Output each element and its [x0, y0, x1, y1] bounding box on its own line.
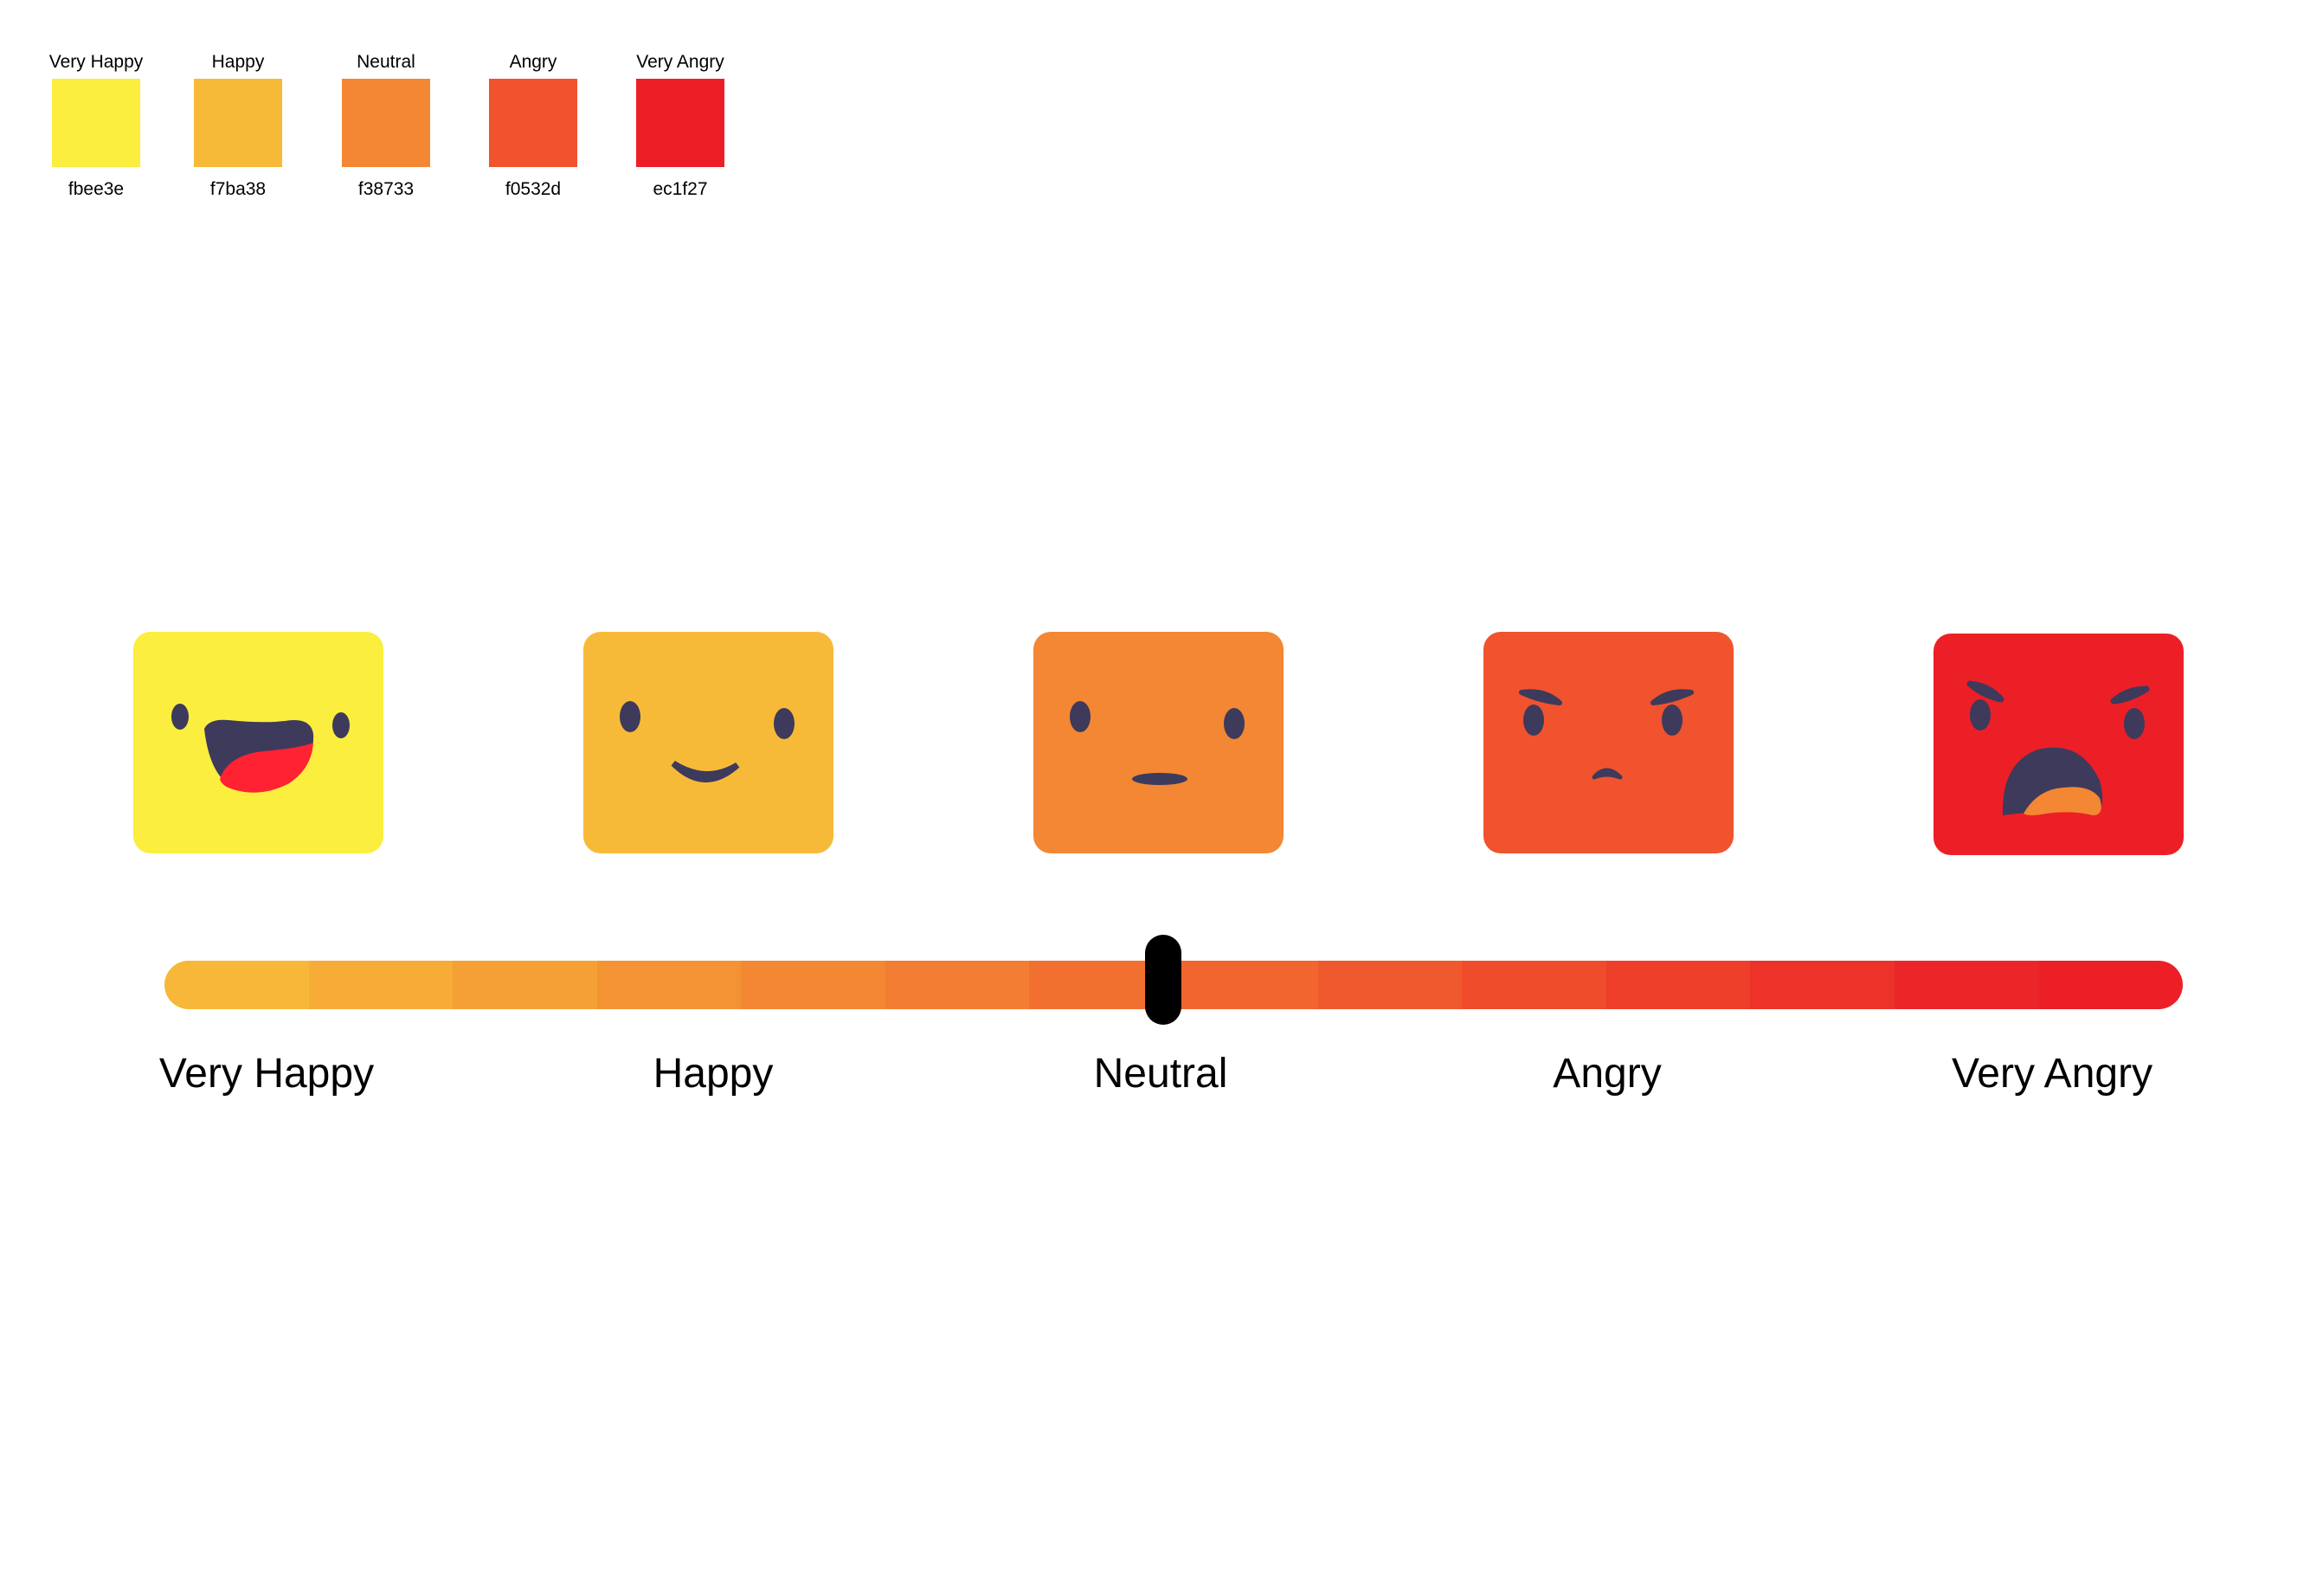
scale-segment [164, 961, 309, 1009]
scale-label-happy: Happy [653, 1051, 774, 1097]
swatch-hex-code: ec1f27 [653, 179, 708, 199]
swatch-color-box [194, 79, 282, 167]
mood-scale-slider-track[interactable] [164, 961, 2183, 1009]
scale-segment [741, 961, 885, 1009]
swatch-color-box [636, 79, 724, 167]
swatch-hex-code: fbee3e [68, 179, 125, 199]
scale-segment [1462, 961, 1606, 1009]
swatch-very-happy: Very Happy fbee3e [23, 49, 170, 199]
scale-segment [1605, 961, 1751, 1009]
scale-label-very-happy: Very Happy [158, 1051, 375, 1097]
scale-segment [1894, 961, 2039, 1009]
swatch-color-box [52, 79, 140, 167]
scale-label-neutral: Neutral [1093, 1051, 1228, 1097]
swatch-color-box [342, 79, 430, 167]
swatch-label: Happy [211, 52, 265, 72]
very-angry-face-icon[interactable] [1934, 634, 2184, 855]
scale-segment [1750, 961, 1895, 1009]
scale-label-angry: Angry [1553, 1051, 1662, 1097]
slider-handle[interactable] [1145, 935, 1181, 1025]
angry-face-icon[interactable] [1483, 632, 1734, 853]
swatch-happy: Happy f7ba38 [164, 49, 312, 199]
swatch-label: Neutral [357, 52, 415, 72]
swatch-angry: Angry f0532d [460, 49, 607, 199]
scale-label-very-angry: Very Angry [1951, 1051, 2153, 1097]
scale-segment [2038, 961, 2183, 1009]
swatch-label: Very Angry [636, 52, 724, 72]
scale-segment [1317, 961, 1463, 1009]
swatch-neutral: Neutral f38733 [312, 49, 460, 199]
swatch-hex-code: f7ba38 [209, 179, 267, 199]
scale-segment [596, 961, 742, 1009]
swatch-label: Angry [509, 52, 557, 72]
swatch-hex-code: f0532d [505, 179, 562, 199]
scale-segment [1174, 961, 1318, 1009]
neutral-face-icon[interactable] [1033, 632, 1284, 853]
swatch-very-angry: Very Angry ec1f27 [607, 49, 754, 199]
swatch-color-box [489, 79, 577, 167]
swatch-hex-code: f38733 [357, 179, 415, 199]
scale-segment [453, 961, 597, 1009]
scale-segment [885, 961, 1030, 1009]
scale-segment [308, 961, 454, 1009]
happy-face-icon[interactable] [583, 632, 833, 853]
very-happy-face-icon[interactable] [133, 632, 383, 853]
swatch-label: Very Happy [48, 52, 144, 72]
